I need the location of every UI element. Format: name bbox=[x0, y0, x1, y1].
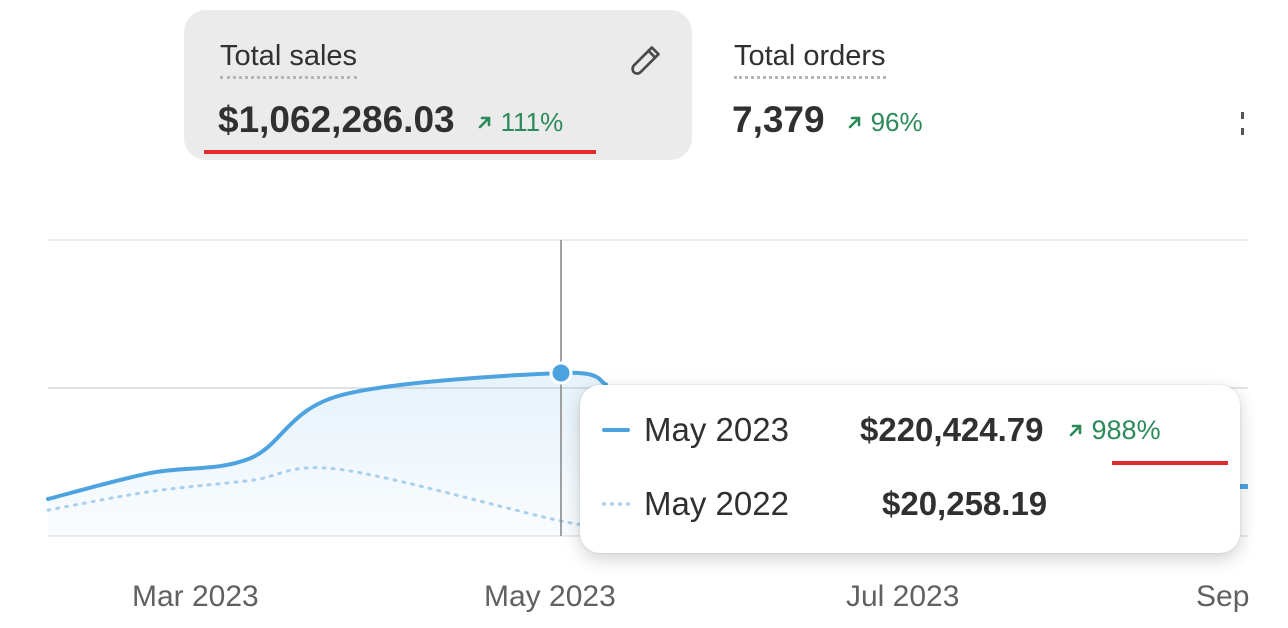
hover-point[interactable] bbox=[549, 361, 573, 385]
tooltip-current-trend: 988% bbox=[1066, 415, 1161, 446]
pencil-icon[interactable] bbox=[626, 40, 666, 80]
arrow-up-right-icon bbox=[848, 116, 860, 129]
tooltip-previous-value: $20,258.19 bbox=[882, 485, 1048, 522]
x-axis-label: Mar 2023 bbox=[132, 580, 259, 613]
total-orders-change: 96% bbox=[870, 106, 923, 137]
chart-tooltip: May 2023 $220,424.79 988% May 2022 $20,2… bbox=[580, 385, 1240, 553]
tooltip-row-current: May 2023 $220,424.79 988% bbox=[602, 411, 1161, 449]
total-orders-label[interactable]: Total orders bbox=[734, 40, 886, 79]
tooltip-row-previous: May 2022 $20,258.19 bbox=[602, 485, 1047, 523]
annotation-underline-tooltip bbox=[1112, 461, 1228, 465]
solid-line-swatch bbox=[602, 428, 630, 432]
tooltip-current-change: 988% bbox=[1091, 414, 1161, 445]
x-axis-label: Sep bbox=[1196, 580, 1250, 613]
arrow-up-right-icon bbox=[478, 116, 490, 129]
dotted-line-swatch bbox=[602, 502, 630, 506]
tooltip-previous-date: May 2022 bbox=[644, 485, 789, 522]
current-series-area bbox=[48, 372, 606, 536]
series-continuation-edge bbox=[1240, 484, 1248, 489]
annotation-underline-sales bbox=[204, 150, 596, 154]
total-sales-value: $1,062,286.03 bbox=[218, 99, 455, 140]
tooltip-current-value: $220,424.79 bbox=[860, 411, 1044, 448]
tooltip-current-date: May 2023 bbox=[644, 411, 789, 448]
arrow-up-right-icon bbox=[1069, 424, 1081, 437]
total-sales-label[interactable]: Total sales bbox=[220, 40, 358, 79]
truncated-metric-edge bbox=[1241, 112, 1244, 135]
total-orders-trend: 96% bbox=[845, 107, 923, 138]
x-axis-label: Jul 2023 bbox=[846, 580, 960, 613]
total-sales-change: 111% bbox=[500, 106, 564, 137]
x-axis-label: May 2023 bbox=[484, 580, 616, 613]
total-sales-trend: 111% bbox=[475, 106, 564, 138]
total-orders-value: 7,379 bbox=[732, 99, 825, 140]
total-orders-card[interactable]: Total orders 7,379 96% bbox=[712, 10, 1172, 160]
total-sales-card[interactable]: Total sales $1,062,286.03 111% bbox=[184, 10, 692, 160]
